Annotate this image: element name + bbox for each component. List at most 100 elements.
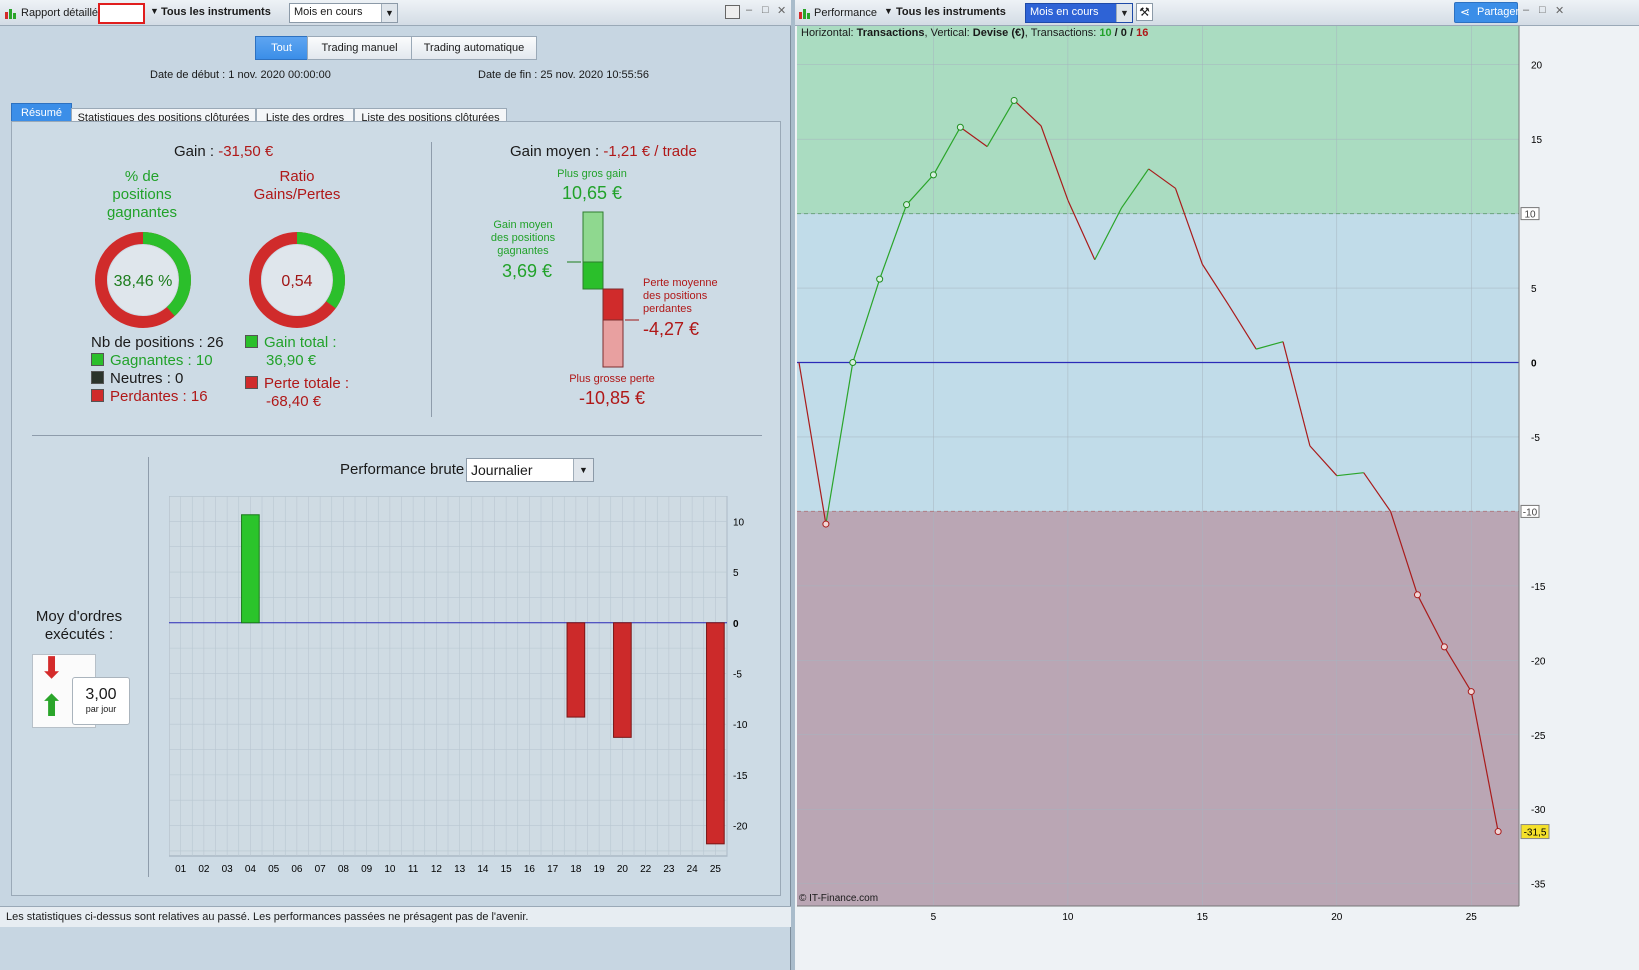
bar-xtick-18: 18 — [570, 864, 582, 875]
perdantes: Perdantes : 16 — [110, 388, 208, 405]
maximize-icon[interactable]: □ — [762, 4, 769, 16]
right-toolbar: Performance ▼ Tous les instruments Mois … — [795, 0, 1639, 26]
gain-value: -31,50 € — [218, 143, 274, 160]
perte-totale-value: -68,40 € — [266, 393, 322, 410]
positions-legend: Nb de positions : 26 Gagnantes : 10 Neut… — [91, 334, 224, 406]
bar-xtick-10: 10 — [384, 864, 396, 875]
cumulative-performance-chart: 20 15 10 5 0 -5 -10 -15 -20 -25 -30 -35 5 10 15 20 25 -31… — [795, 26, 1567, 930]
win-point — [849, 359, 857, 367]
bar-ytick: -10 — [733, 720, 748, 731]
win-point — [903, 201, 911, 209]
moy-ordres-unit: par jour — [85, 704, 117, 714]
period-select[interactable]: Mois en cours ▼ — [289, 3, 398, 23]
gain-moyen-value: -1,21 € / trade — [603, 143, 697, 160]
line-ytick: -30 — [1531, 805, 1546, 816]
bar-20 — [613, 622, 632, 738]
gain-moyen-line: Gain moyen : -1,21 € / trade — [510, 143, 697, 160]
bar-04 — [241, 514, 260, 624]
perf-period-select[interactable]: Journalier ▼ — [466, 458, 594, 482]
plus-gros-gain: 10,65 € — [561, 183, 623, 203]
line-segment — [1390, 511, 1419, 595]
close-icon[interactable]: ✕ — [777, 5, 787, 17]
bar-xtick-20: 20 — [617, 864, 629, 875]
neutral-swatch — [91, 371, 104, 384]
line-segment — [1443, 646, 1472, 692]
minimize-icon[interactable]: – — [1523, 4, 1530, 16]
date-end: Date de fin : 25 nov. 2020 10:55:56 — [478, 69, 650, 81]
y-axis-area — [1519, 26, 1567, 910]
line-segment — [906, 174, 934, 206]
loss-point — [1494, 828, 1502, 836]
donut-center — [108, 245, 178, 315]
line-segment — [1255, 341, 1284, 350]
last-value-tag — [1520, 824, 1550, 840]
pct-donut: 38,46 % — [95, 232, 191, 328]
gagnantes: Gagnantes : 10 — [110, 352, 213, 369]
line-xtick: 15 — [1197, 912, 1209, 923]
right-period-select[interactable]: Mois en cours ▼ — [1025, 3, 1133, 23]
close-icon[interactable]: ✕ — [1555, 5, 1565, 17]
chevron-down-icon: ▼ — [381, 4, 397, 22]
line-segment — [932, 126, 961, 176]
chevron-down-icon: ▼ — [1116, 4, 1132, 22]
line-ytick: -10 — [1523, 507, 1538, 518]
instruments-dropdown[interactable]: Tous les instruments — [161, 6, 271, 18]
line-segment — [986, 100, 1015, 147]
nb-positions: Nb de positions : 26 — [91, 334, 224, 351]
line-ytick: 0 — [1531, 359, 1537, 370]
maximize-icon[interactable]: □ — [1539, 4, 1546, 16]
right-window: Performance ▼ Tous les instruments Mois … — [795, 0, 1639, 970]
ratio-title: Ratio Gains/Pertes — [253, 168, 341, 203]
line-ytick: -25 — [1531, 731, 1546, 742]
donut-win-arc — [95, 232, 191, 328]
summary-panel: Gain : -31,50 € % de positions gagnantes R… — [11, 121, 781, 896]
gain-swatch — [245, 335, 258, 348]
filter-all-button[interactable]: Tout — [255, 36, 308, 60]
instruments-dropdown-arrow-icon[interactable]: ▼ — [884, 6, 893, 16]
bar-xtick-02: 02 — [198, 864, 210, 875]
filter-manual-button[interactable]: Trading manuel — [307, 36, 412, 60]
bar-xtick-16: 16 — [524, 864, 536, 875]
plus-gros-gain-label: Plus gros gain — [557, 168, 627, 180]
win-point — [1010, 96, 1018, 104]
bar-xtick-08: 08 — [338, 864, 350, 875]
moy-ordres-value: 3,00 — [85, 686, 117, 703]
bar-25 — [706, 622, 725, 845]
line-segment — [1309, 445, 1338, 477]
pct-value: 38,46 % — [114, 273, 173, 290]
line-segment — [852, 278, 881, 363]
share-button[interactable]: ⋖ Partager — [1454, 2, 1519, 23]
line-ytick: -20 — [1531, 656, 1546, 667]
bar-xtick-07: 07 — [315, 864, 327, 875]
left-toolbar: Rapport détaillé ▼ Tous les instruments … — [0, 0, 791, 26]
right-instruments-dropdown[interactable]: Tous les instruments — [896, 6, 1006, 18]
bar-xtick-09: 09 — [361, 864, 373, 875]
line-ytick: 10 — [1524, 210, 1536, 221]
line-segment — [1282, 341, 1311, 447]
gain-loss-range-graphic — [567, 211, 639, 368]
chevron-down-icon: ▼ — [573, 459, 593, 481]
line-ytick: 5 — [1531, 284, 1537, 295]
line-segment — [879, 204, 908, 280]
bar-xtick-25: 25 — [710, 864, 722, 875]
down-arrow-icon: ⬇ — [39, 652, 65, 685]
line-ytick: -5 — [1531, 433, 1540, 444]
instrument-code-field[interactable] — [98, 3, 145, 24]
bar-ytick: -15 — [733, 771, 748, 782]
filter-auto-button[interactable]: Trading automatique — [411, 36, 537, 60]
perte-moyenne: -4,27 € — [643, 319, 700, 339]
bar-xtick-19: 19 — [594, 864, 606, 875]
moy-ordres-label: Moy d'ordres exécutés : — [35, 608, 123, 643]
wrench-icon[interactable]: ⚒ — [1136, 3, 1153, 21]
print-icon[interactable] — [725, 5, 740, 19]
loss-point — [1440, 643, 1448, 651]
minimize-icon[interactable]: – — [746, 4, 753, 16]
instruments-dropdown-arrow-icon[interactable]: ▼ — [150, 6, 159, 16]
bar-xtick-22: 22 — [640, 864, 652, 875]
win-point — [956, 123, 964, 131]
loss-swatch — [91, 389, 104, 402]
win-point — [929, 171, 937, 179]
line-xtick: 5 — [931, 912, 937, 923]
gain-moyen-pos-label: Gain moyen des positions gagnantes — [490, 219, 556, 257]
left-window: Rapport détaillé ▼ Tous les instruments … — [0, 0, 791, 970]
